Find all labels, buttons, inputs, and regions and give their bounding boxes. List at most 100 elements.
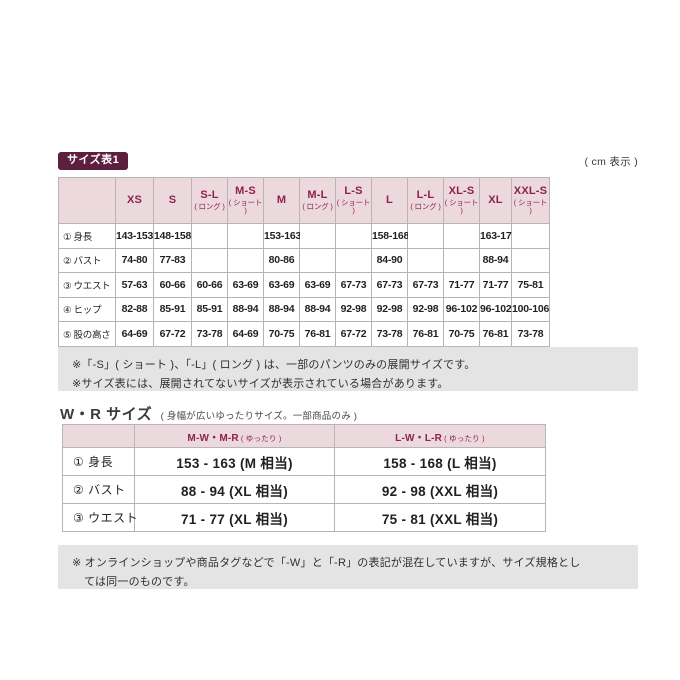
table-1-cell-empty <box>511 247 550 273</box>
table-1-cell-empty <box>443 223 480 249</box>
table-2-row-label: ③ ウエスト <box>62 503 138 532</box>
table-1-cell: 80-86 <box>263 247 300 273</box>
table-1-cell-empty <box>227 247 264 273</box>
table-1-cell: 60-66 <box>191 272 228 298</box>
note-2-line-2: ては同一のものです。 <box>84 576 195 589</box>
table-1-cell: 76-81 <box>407 321 444 347</box>
table-1-cell-empty <box>443 247 480 273</box>
note-box-wr: ※ オンラインショップや商品タグなどで「-W」と「-R」の表記が混在していますが… <box>58 545 638 589</box>
table-1-header-row: XS S S-L( ロング ) M-S( ショート ) M M-L( ロング ) L-S( … <box>58 177 550 224</box>
table-1-cell: 85-91 <box>153 296 192 322</box>
table-1-row-label: ② バスト <box>58 247 116 273</box>
table-1-cell: 76-81 <box>479 321 512 347</box>
table-1-cell: 64-69 <box>115 321 154 347</box>
table-1-cell: 96-102 <box>479 296 512 322</box>
table-1-col-header: XL <box>479 177 512 224</box>
table-1-cell: 67-73 <box>407 272 444 298</box>
table-row: ① 身長 153 - 163 (M 相当) 158 - 168 (L 相当) <box>62 447 546 476</box>
col-header-label: XS <box>126 194 143 207</box>
table-2-corner-cell <box>62 424 135 448</box>
table-row: ③ ウエスト 71 - 77 (XL 相当) 75 - 81 (XXL 相当) <box>62 503 546 532</box>
col-header-sublabel: ( ロング ) <box>194 202 225 211</box>
table-1-col-header: L-L( ロング ) <box>407 177 444 224</box>
unit-note: ( cm 表示 ) <box>584 156 638 168</box>
table-1-cell: 158-168 <box>371 223 409 249</box>
table-2-cell: 71 - 77 (XL 相当) <box>134 503 335 532</box>
table-1-cell-empty <box>191 247 228 273</box>
table-1-cell: 100-106 <box>511 296 550 322</box>
note-1-line-2: ※サイズ表には、展開されてないサイズが表示されている場合があります。 <box>72 378 449 391</box>
col-header-sublabel: ( ゆったり ) <box>444 433 485 443</box>
col-header-sublabel: ( ロング ) <box>302 202 333 211</box>
table-1-cell: 143-153 <box>115 223 154 249</box>
table-1-cell-empty <box>299 223 336 249</box>
table-1-cell: 60-66 <box>153 272 192 298</box>
table-1-cell: 92-98 <box>371 296 408 322</box>
size-table-2-wr: M-W・M-R( ゆったり ) L-W・L-R( ゆったり ) ① 身長 153 -… <box>62 424 546 532</box>
table-1-col-header: XL-S( ショート ) <box>443 177 480 224</box>
table-2-row-label: ① 身長 <box>62 447 135 476</box>
col-header-label: M-L <box>307 189 328 202</box>
table-1-cell-empty <box>191 223 228 249</box>
table-1-cell: 67-72 <box>153 321 192 347</box>
table-2-body: ① 身長 153 - 163 (M 相当) 158 - 168 (L 相当) ② バス… <box>62 447 546 532</box>
table-2-col-header: M-W・M-R( ゆったり ) <box>134 424 335 448</box>
table-1-cell: 57-63 <box>115 272 154 298</box>
size-chart-1-header: サイズ表1 ( cm 表示 ) <box>58 152 638 174</box>
table-1-cell: 71-77 <box>443 272 480 298</box>
table-2-cell: 158 - 168 (L 相当) <box>334 447 546 476</box>
table-1-row-label: ④ ヒップ <box>58 296 116 322</box>
table-1-cell: 73-78 <box>371 321 408 347</box>
table-1-row-label: ① 身長 <box>58 223 116 249</box>
table-1-col-header: S-L( ロング ) <box>191 177 228 224</box>
col-header-label: L <box>386 194 393 207</box>
table-1-row-label: ③ ウエスト <box>58 272 116 298</box>
table-1-cell: 73-78 <box>511 321 550 347</box>
table-1-cell: 88-94 <box>479 247 512 273</box>
table-1-cell: 67-73 <box>335 272 372 298</box>
table-1-cell: 92-98 <box>335 296 372 322</box>
table-1-cell: 148-158 <box>153 223 192 249</box>
col-header-label: L-S <box>344 185 363 198</box>
table-1-cell: 71-77 <box>479 272 512 298</box>
table-1-cell: 77-83 <box>153 247 192 273</box>
table-1-cell: 163-173 <box>479 223 517 249</box>
note-1-line-1: ※「-S」( ショート )、「-L」( ロング ) は、一部のパンツのみの展開サ… <box>72 359 476 371</box>
wr-size-subtitle: ( 身幅が広いゆったりサイズ。一部商品のみ ) <box>160 411 358 422</box>
table-1-cell: 63-69 <box>263 272 300 298</box>
table-2-cell: 88 - 94 (XL 相当) <box>134 475 335 504</box>
col-header-label: L-L <box>416 189 435 202</box>
table-1-cell: 75-81 <box>511 272 550 298</box>
table-1-cell-empty <box>407 247 444 273</box>
col-header-label: XL-S <box>448 185 475 198</box>
table-row: ③ ウエスト 57-63 60-66 60-66 63-69 63-69 63-69 67-7… <box>58 272 550 298</box>
table-1-col-header: L <box>371 177 408 224</box>
table-1-cell: 96-102 <box>443 296 480 322</box>
table-1-cell: 73-78 <box>191 321 228 347</box>
col-header-sublabel: ( ロング ) <box>410 202 441 211</box>
size-chart-1-badge: サイズ表1 <box>58 152 129 170</box>
size-chart-2-header: W・R サイズ ( 身幅が広いゆったりサイズ。一部商品のみ ) <box>60 403 357 424</box>
table-1-cell: 82-88 <box>115 296 154 322</box>
col-header-sublabel: ( ゆったり ) <box>240 433 282 443</box>
col-header-label: S-L <box>200 189 219 202</box>
table-2-cell: 75 - 81 (XXL 相当) <box>334 503 546 532</box>
col-header-label: M <box>276 194 287 207</box>
col-header-sublabel: ( ショート ) <box>336 197 371 216</box>
table-1-col-header: S <box>153 177 192 224</box>
table-1-cell-empty <box>511 223 550 249</box>
col-header-label: M-S <box>235 185 256 198</box>
table-2-col-header: L-W・L-R( ゆったり ) <box>334 424 546 448</box>
col-header-label: M-W・M-R <box>187 432 239 444</box>
col-header-label: XL <box>488 194 503 207</box>
table-1-row-label: ⑤ 股の高さ <box>58 321 116 347</box>
col-header-sublabel: ( ショート ) <box>513 197 548 216</box>
table-1-cell: 63-69 <box>299 272 336 298</box>
table-1-cell: 153-163 <box>263 223 301 249</box>
table-1-cell: 88-94 <box>299 296 336 322</box>
table-1-cell-empty <box>299 247 336 273</box>
table-1-cell: 88-94 <box>263 296 300 322</box>
table-1-cell-empty <box>407 223 444 249</box>
table-1-col-header: M-L( ロング ) <box>299 177 336 224</box>
